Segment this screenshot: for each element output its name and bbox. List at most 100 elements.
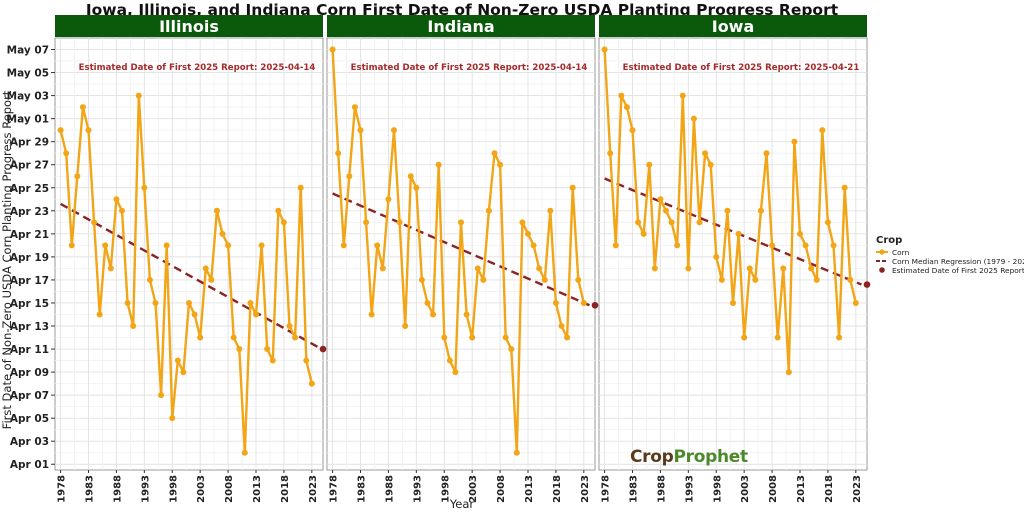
y-tick-label: Apr 09 — [10, 367, 49, 379]
data-point — [651, 265, 658, 272]
panels-layer: Illinois Estimated Date of First 2025 Rep… — [54, 15, 871, 503]
panel-header — [327, 15, 595, 37]
data-point — [612, 242, 619, 249]
data-point — [564, 334, 571, 341]
legend-estimate-swatch — [879, 267, 885, 273]
data-point — [724, 207, 731, 214]
x-tick-label: 2023 — [308, 475, 319, 503]
data-point — [485, 207, 492, 214]
data-point — [519, 219, 526, 226]
data-point — [335, 150, 342, 157]
data-point — [208, 276, 215, 283]
data-point — [174, 357, 181, 364]
corn-series-line — [59, 94, 313, 454]
data-point — [441, 334, 448, 341]
data-point — [107, 265, 114, 272]
data-point — [247, 299, 254, 306]
data-point — [186, 299, 192, 306]
legend-entry-label: Corn — [892, 248, 910, 257]
data-point — [85, 127, 92, 134]
y-tick-label: May 05 — [7, 68, 49, 80]
x-tick-label: 1978 — [329, 475, 340, 503]
x-tick-label: 1988 — [384, 475, 395, 503]
data-point — [435, 161, 442, 168]
data-point — [374, 242, 381, 249]
data-point — [329, 46, 336, 53]
data-point — [757, 207, 764, 214]
panel-annotation: Estimated Date of First 2025 Report: 202… — [351, 63, 588, 73]
data-point — [690, 115, 697, 122]
data-point — [558, 323, 565, 329]
legend-title: Crop — [876, 235, 902, 246]
y-tick-label: Apr 29 — [10, 137, 49, 149]
data-point — [646, 161, 653, 168]
regression-line — [60, 202, 318, 348]
data-point — [713, 253, 720, 260]
data-point — [446, 357, 453, 364]
data-point — [707, 161, 714, 168]
y-tick-label: Apr 05 — [10, 413, 49, 425]
x-tick-label: 2003 — [468, 475, 479, 503]
data-point — [152, 299, 159, 306]
data-point — [491, 150, 498, 157]
x-tick-label: 2018 — [824, 475, 835, 503]
data-point — [303, 357, 310, 364]
data-point — [169, 415, 176, 422]
data-point — [130, 323, 137, 329]
data-point — [308, 380, 315, 387]
data-point — [63, 150, 70, 157]
data-point — [280, 219, 287, 226]
x-tick-label: 1983 — [85, 475, 96, 503]
corn-series-line — [603, 49, 857, 374]
x-tick-label: 1998 — [712, 475, 723, 503]
data-point — [363, 219, 370, 226]
y-axis-label: First Date of Non-Zero USDA Corn Plantin… — [0, 90, 14, 429]
data-point — [552, 299, 559, 306]
data-point — [508, 346, 515, 353]
data-point — [286, 323, 293, 329]
data-point — [68, 242, 75, 249]
data-point — [635, 219, 642, 226]
y-tick-label: Apr 19 — [10, 252, 49, 264]
x-tick-label: 2018 — [552, 475, 563, 503]
data-point — [640, 230, 647, 237]
data-point — [813, 276, 820, 283]
regression-line — [332, 192, 590, 307]
panel-background — [54, 37, 324, 471]
data-point — [424, 299, 431, 306]
data-point — [769, 242, 776, 249]
data-point — [241, 449, 248, 456]
data-point — [391, 127, 397, 134]
data-point — [685, 265, 692, 272]
data-point — [730, 299, 736, 306]
data-point — [458, 219, 464, 226]
data-point — [236, 346, 243, 353]
data-point — [607, 150, 614, 157]
data-point — [741, 334, 748, 341]
data-point — [230, 334, 237, 341]
data-point — [379, 265, 386, 272]
data-point — [569, 184, 576, 191]
data-point — [830, 242, 837, 249]
y-tick-label: Apr 01 — [10, 459, 49, 471]
y-tick-label: May 03 — [7, 91, 49, 103]
data-point — [113, 196, 120, 203]
panel-title: Iowa — [712, 17, 755, 36]
x-tick-label: 2023 — [852, 475, 863, 503]
x-tick-label: 1993 — [684, 475, 695, 503]
data-point — [102, 242, 109, 249]
data-point — [824, 219, 831, 226]
data-point — [502, 334, 509, 341]
data-point — [346, 173, 353, 180]
data-point — [702, 150, 709, 157]
panel-title: Illinois — [159, 17, 219, 36]
data-point — [202, 265, 209, 272]
x-tick-label: 1998 — [168, 475, 179, 503]
data-point — [679, 92, 686, 99]
data-point — [402, 323, 409, 329]
data-point — [368, 311, 375, 318]
data-point — [91, 219, 98, 226]
x-tick-label: 2003 — [196, 475, 207, 503]
